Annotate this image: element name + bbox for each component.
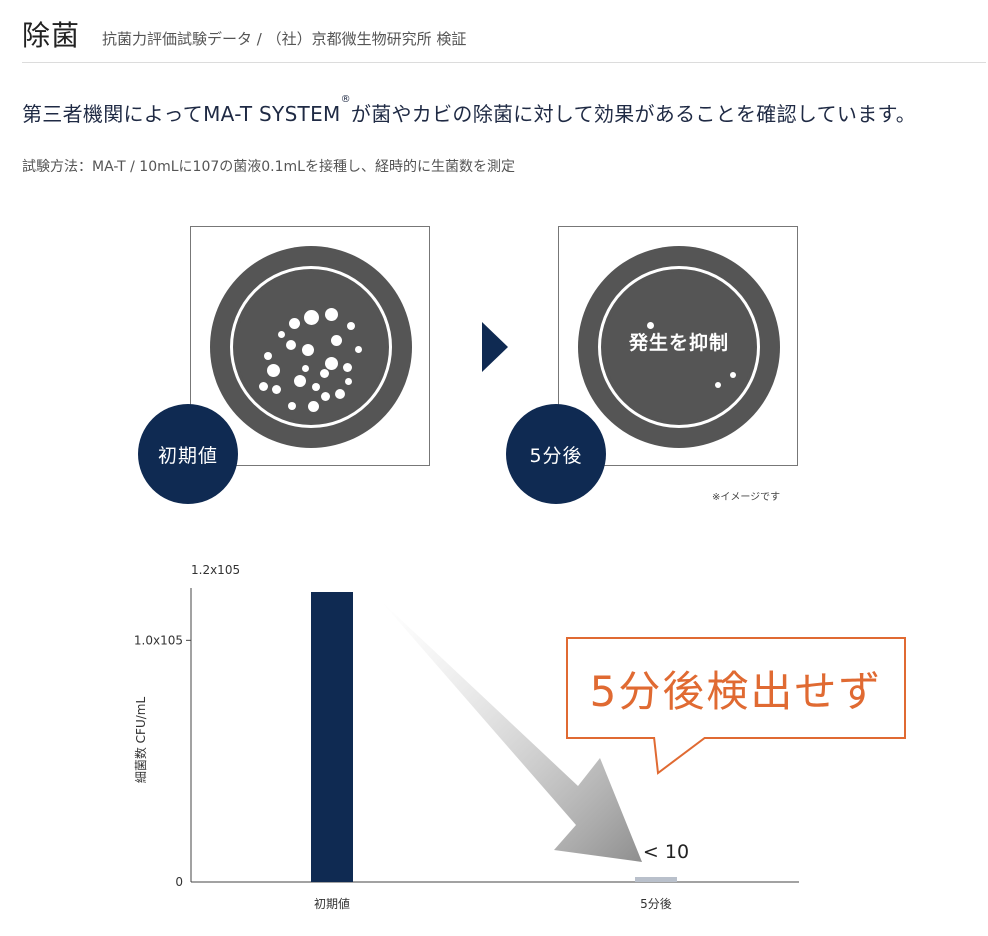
y-tick-label: 1.2x105	[191, 563, 240, 577]
bar-2	[635, 877, 677, 882]
petri-dish-initial-icon	[210, 246, 412, 448]
callout-tail-icon	[653, 737, 707, 775]
colony	[320, 391, 330, 401]
initial-frame	[190, 226, 430, 466]
registered-mark: ®	[340, 94, 351, 105]
colony	[354, 345, 362, 353]
colony	[301, 364, 309, 372]
dish-ring	[598, 266, 760, 428]
section-title: 除菌	[22, 19, 81, 52]
lead-text-after: が菌やカビの除菌に対して効果があることを確認しています。	[350, 102, 917, 126]
colony	[271, 384, 281, 394]
section-header: 除菌 抗菌力評価試験データ / （社）京都微生物研究所 検証	[22, 18, 986, 63]
colony	[647, 322, 654, 329]
test-method: 試験方法：MA-T / 10mLに107の菌液0.1mLを接種し、経時的に生菌数…	[22, 159, 515, 175]
colony	[335, 389, 345, 399]
colony	[264, 352, 272, 360]
colony	[266, 363, 280, 377]
colony	[288, 402, 296, 410]
colony	[330, 334, 342, 346]
bar-1	[311, 592, 353, 882]
next-arrow-icon	[482, 322, 508, 372]
lead-text: 第三者機関によってMA-T SYSTEM®が菌やカビの除菌に対して効果があること…	[22, 94, 917, 127]
colony	[347, 322, 355, 330]
after-badge: 5分後	[506, 404, 606, 504]
colony	[715, 382, 721, 388]
result-callout: 5分後検出せず	[566, 637, 906, 739]
colony	[324, 356, 338, 370]
bar-value-label: < 10	[643, 841, 689, 863]
section-subtitle: 抗菌力評価試験データ / （社）京都微生物研究所 検証	[102, 30, 467, 48]
colony	[286, 340, 296, 350]
colony	[303, 309, 319, 325]
colony	[258, 381, 268, 391]
x-tick-label: 5分後	[640, 897, 672, 911]
colony	[312, 383, 320, 391]
colony	[277, 330, 285, 338]
colony	[324, 307, 338, 321]
colony	[302, 344, 314, 356]
y-axis-label: 細菌数 CFU/mL	[133, 697, 148, 784]
bacteria-count-chart: 0 1.0x105 1.2x105 初期値 5分後 < 10 細菌数 CFU/mL	[133, 563, 799, 911]
petri-dish-after-icon: 発生を抑制	[578, 246, 780, 448]
trend-arrow-icon	[380, 600, 642, 862]
initial-badge: 初期値	[138, 404, 238, 504]
colony	[319, 368, 329, 378]
dish-ring	[230, 266, 392, 428]
colony	[288, 317, 300, 329]
y-tick-label: 0	[175, 875, 183, 889]
colony	[344, 377, 352, 385]
colony	[307, 400, 319, 412]
lead-text-before: 第三者機関によってMA-T SYSTEM	[22, 102, 341, 126]
colony	[294, 375, 306, 387]
x-tick-label: 初期値	[314, 896, 350, 911]
inhibit-label: 発生を抑制	[628, 332, 729, 354]
dish-inner	[604, 272, 754, 422]
y-tick-label: 1.0x105	[134, 633, 183, 647]
colony	[730, 372, 736, 378]
colony	[342, 362, 352, 372]
image-note: ※イメージです	[712, 492, 781, 503]
